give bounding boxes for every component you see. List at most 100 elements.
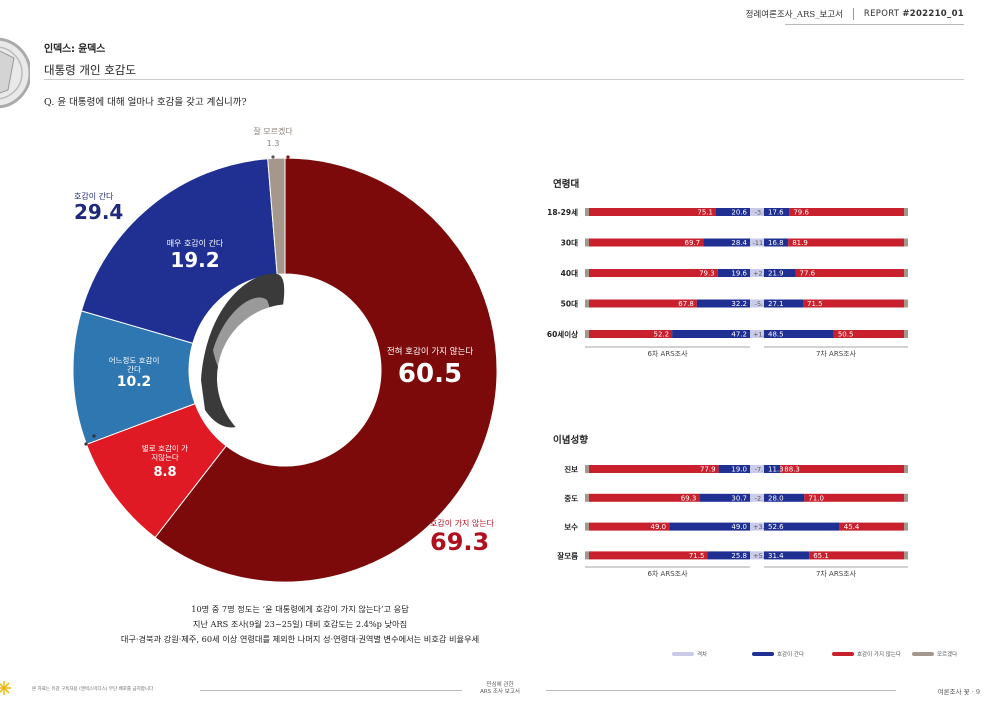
axis-label-6th: 6차 ARS조사	[647, 349, 688, 358]
bar-6th-unfavorable	[589, 522, 670, 531]
somewhat-unfavorable-value: 8.8	[153, 465, 177, 480]
bar-7th-favorable	[764, 330, 834, 338]
header-divider	[852, 8, 854, 20]
donut-hole	[217, 304, 365, 452]
bar-7th-dont-know	[904, 465, 908, 473]
bar-7th-dont-know	[904, 208, 908, 216]
value-6th-unfavorable: 69.3	[681, 494, 697, 502]
category-label: 60세이상	[547, 329, 578, 339]
unfavorable-total-name: 호감이 가지 않는다	[430, 519, 494, 528]
legend-unfavorable-swatch	[832, 652, 854, 656]
favorable-marker-2	[84, 442, 88, 446]
category-label: 잘모름	[557, 550, 578, 560]
dont-know-label: 잘 모르겠다 1.3	[236, 127, 310, 149]
value-7th-favorable: 31.4	[768, 552, 784, 560]
value-6th-unfavorable: 52.2	[654, 331, 670, 339]
favorable-total-label: 호감이 간다 29.4	[74, 192, 144, 225]
footer-rule-left	[200, 690, 462, 691]
legend-gap-swatch	[672, 652, 694, 656]
bar-gap	[750, 493, 764, 502]
ideology-group-title: 이념성향	[553, 435, 588, 446]
bar-7th-unfavorable	[780, 465, 904, 473]
portrait-photo	[201, 273, 365, 452]
donut-chart	[72, 155, 498, 583]
bar-gap	[750, 269, 764, 277]
bar-7th-dont-know	[904, 238, 908, 247]
category-label: 진보	[564, 464, 578, 474]
value-7th-unfavorable: 77.6	[800, 270, 816, 278]
footer-disclaimer: 본 자료는 유감 구독자용 (엔빅스미디스) 무단 배포를 금지합니다	[32, 687, 154, 692]
bar-7th-dont-know	[904, 522, 908, 531]
somewhat-unfavorable-name: 별로 호감이 가지않는다	[141, 444, 189, 462]
value-6th-favorable: 19.6	[731, 270, 747, 278]
value-gap: +3.6	[753, 523, 769, 531]
value-6th-unfavorable: 49.0	[651, 523, 667, 531]
somewhat-favorable-value: 10.2	[116, 374, 152, 390]
legend-favorable-label: 호감이 간다	[777, 652, 805, 658]
category-label: 30대	[561, 238, 578, 248]
dont-know-marker	[271, 155, 275, 159]
bar-6th-favorable	[703, 238, 750, 247]
bar-6th-dont-know	[585, 551, 589, 560]
bar-7th-favorable	[764, 238, 789, 247]
favorable-total-value: 29.4	[74, 200, 124, 225]
value-gap: -11.6	[753, 239, 770, 247]
value-6th-unfavorable: 67.8	[678, 300, 694, 308]
header-rule	[785, 24, 964, 25]
bar-7th-unfavorable	[789, 208, 904, 216]
value-6th-unfavorable: 75.1	[697, 209, 713, 217]
favorable-marker	[92, 434, 96, 438]
value-6th-unfavorable: 71.5	[689, 552, 705, 560]
unfavorable-total-value: 69.3	[430, 528, 490, 557]
bar-7th-unfavorable	[788, 238, 904, 247]
bar-7th-favorable	[764, 269, 796, 277]
flower-logo-icon	[0, 681, 11, 695]
bar-gap	[750, 522, 764, 531]
bar-6th-favorable	[696, 299, 750, 308]
bar-6th-unfavorable	[589, 551, 708, 560]
value-gap: -5.1	[755, 300, 768, 308]
section-label: 인덱스: 윤덱스	[44, 44, 106, 55]
dont-know-name: 잘 모르겠다	[253, 127, 293, 136]
value-6th-unfavorable: 69.7	[685, 239, 701, 247]
bar-6th-favorable	[716, 208, 750, 216]
category-label: 보수	[564, 523, 578, 532]
bar-6th-dont-know	[585, 269, 589, 277]
bar-gap	[750, 330, 764, 338]
bar-6th-favorable	[672, 330, 750, 338]
series-title: 정례여론조사_ARS_보고서	[745, 10, 843, 20]
bar-6th-unfavorable	[589, 330, 673, 338]
value-7th-unfavorable: 71.5	[807, 300, 823, 308]
bar-6th-dont-know	[585, 208, 589, 216]
value-7th-favorable: 48.5	[768, 331, 784, 339]
bar-7th-dont-know	[904, 269, 908, 277]
value-6th-favorable: 28.4	[731, 239, 747, 247]
value-gap: +2.3	[753, 270, 769, 278]
value-7th-unfavorable: 81.9	[792, 239, 808, 247]
category-label: 18-29세	[547, 207, 578, 217]
very-unfavorable-name: 전혀 호감이 가지 않는다	[386, 347, 474, 357]
donut-slice-3	[80, 158, 278, 344]
bar-6th-dont-know	[585, 522, 589, 531]
value-7th-favorable: 11.3	[768, 466, 784, 474]
bar-gap	[750, 551, 764, 560]
value-6th-unfavorable: 79.3	[699, 270, 715, 278]
bar-7th-dont-know	[904, 330, 908, 338]
title-rule	[44, 79, 964, 80]
very-unfavorable-label: 전혀 호감이 가지 않는다 60.5	[370, 348, 490, 388]
value-7th-favorable: 27.1	[768, 300, 784, 308]
age-group-title: 연령대	[553, 179, 580, 190]
category-label: 중도	[564, 494, 578, 503]
seal-logo	[0, 37, 30, 109]
value-gap: -7.7	[755, 466, 768, 474]
bar-gap	[750, 208, 764, 216]
bar-7th-favorable	[764, 522, 840, 531]
value-6th-favorable: 30.7	[731, 494, 747, 502]
report-header: 정례여론조사_ARS_보고서 REPORT #202210_01	[746, 8, 964, 20]
bar-7th-unfavorable	[803, 299, 904, 308]
category-label: 50대	[561, 299, 578, 309]
bar-6th-unfavorable	[589, 238, 704, 247]
bar-7th-dont-know	[904, 551, 908, 560]
bar-6th-unfavorable	[589, 465, 719, 473]
value-gap: +5.6	[753, 552, 769, 560]
